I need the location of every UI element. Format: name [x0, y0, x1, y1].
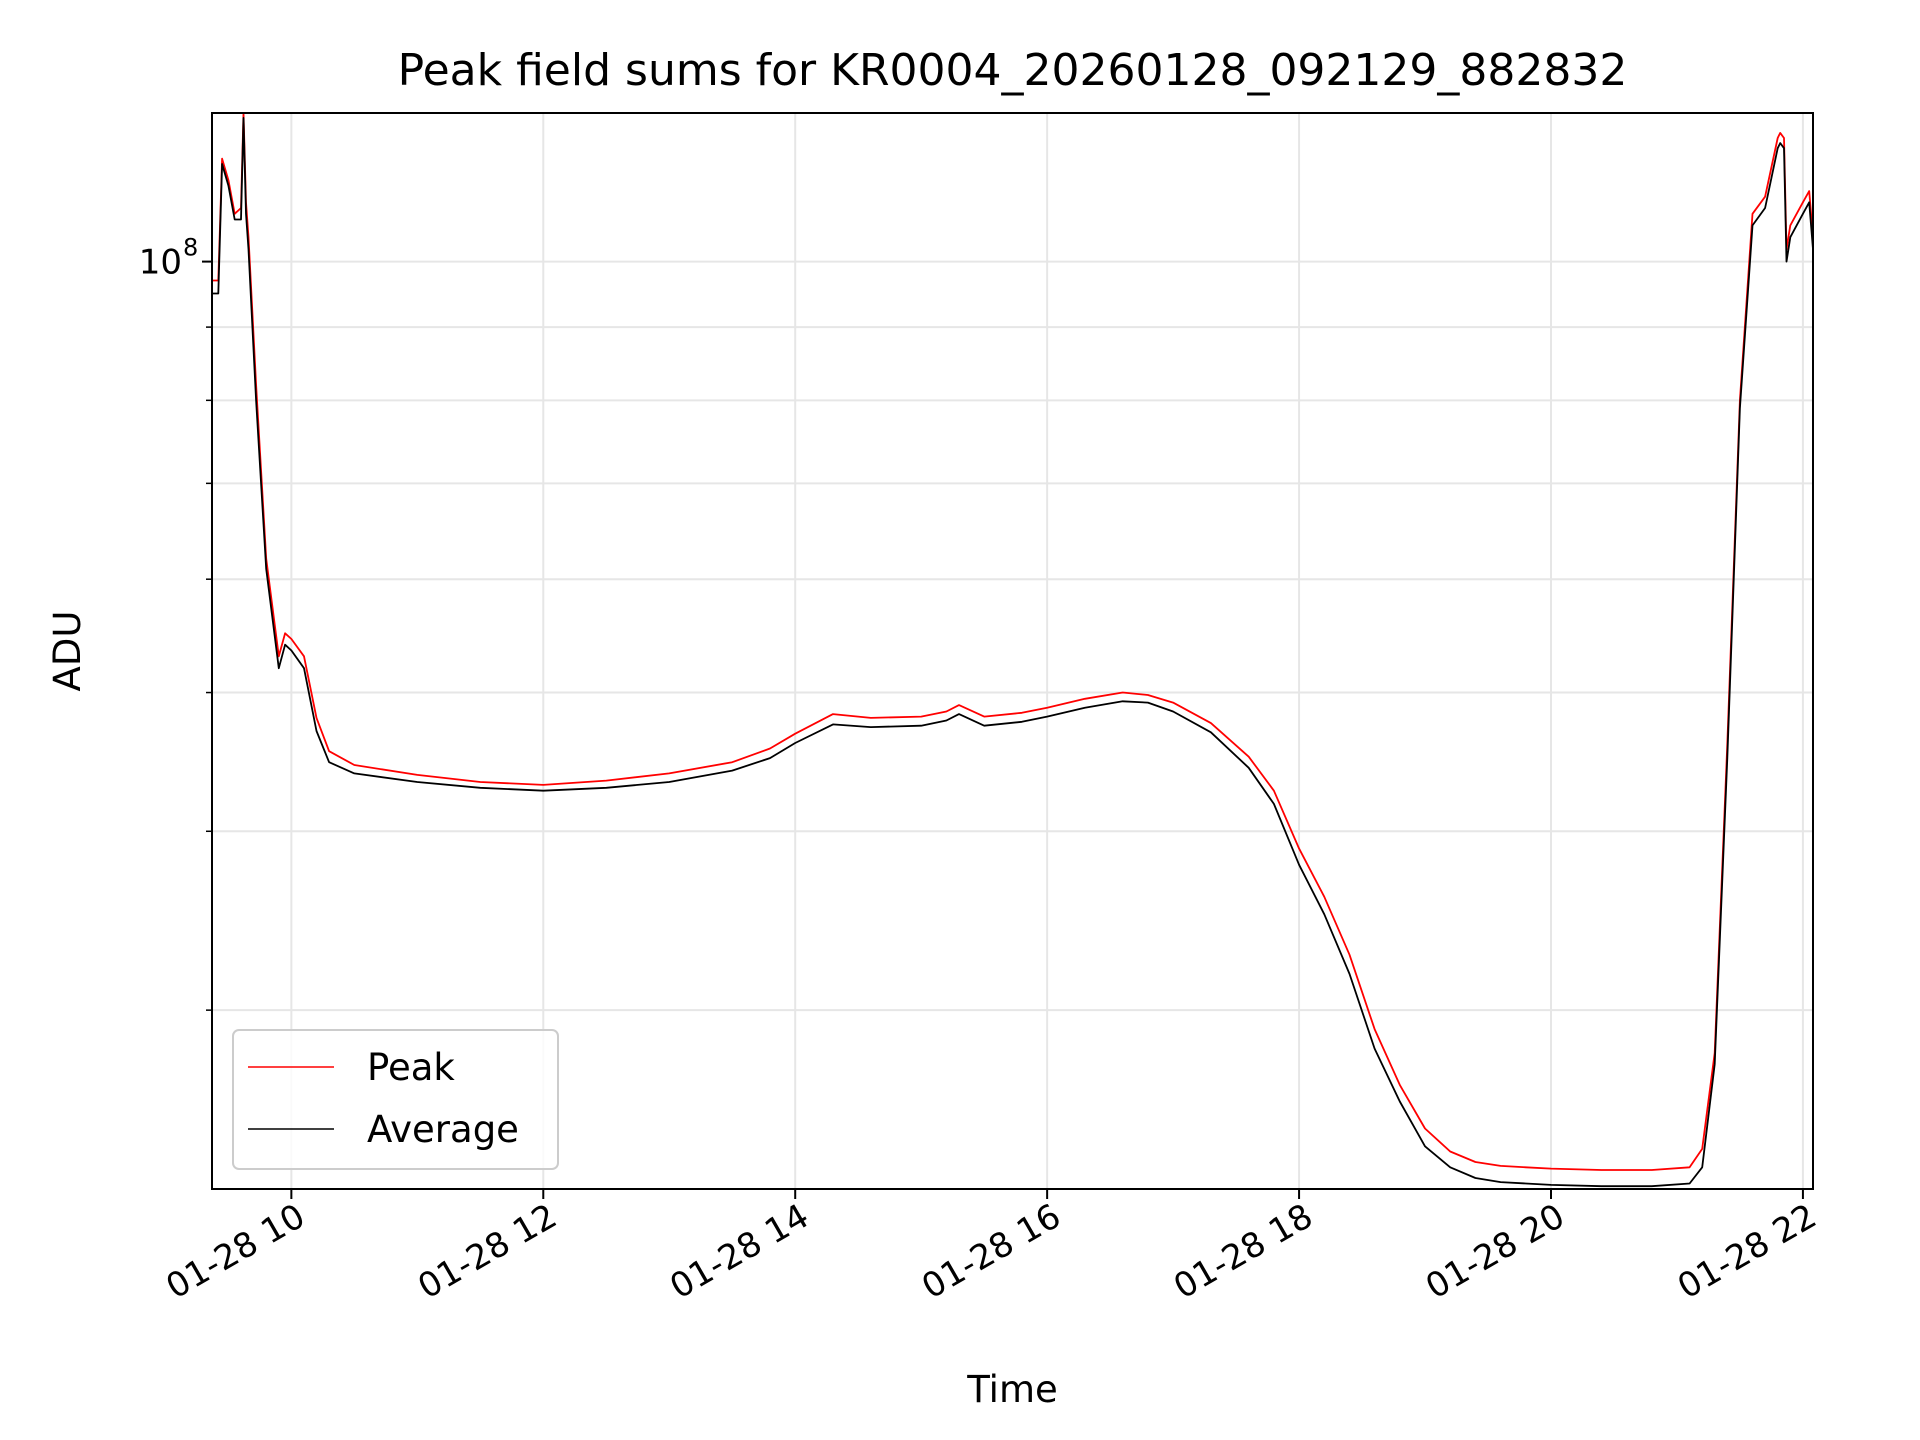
legend-box [232, 1029, 559, 1170]
chart-title: Peak field sums for KR0004_20260128_0921… [398, 45, 1628, 96]
plot-area [212, 113, 1813, 1188]
y-tick-label: 10 8 [139, 234, 199, 283]
y-tick-label-base: 10 [139, 243, 182, 283]
series-line-average [212, 117, 1813, 1188]
grid [212, 113, 1813, 1189]
y-axis-label: ADU [46, 611, 89, 692]
legend: Peak Average [232, 1029, 559, 1170]
legend-entry-average: Average [367, 1108, 519, 1151]
y-tick-label-exponent: 8 [183, 234, 198, 262]
axes-frame [211, 112, 1814, 1190]
x-axis-label: Time [966, 1368, 1058, 1411]
legend-entry-peak: Peak [367, 1046, 455, 1089]
